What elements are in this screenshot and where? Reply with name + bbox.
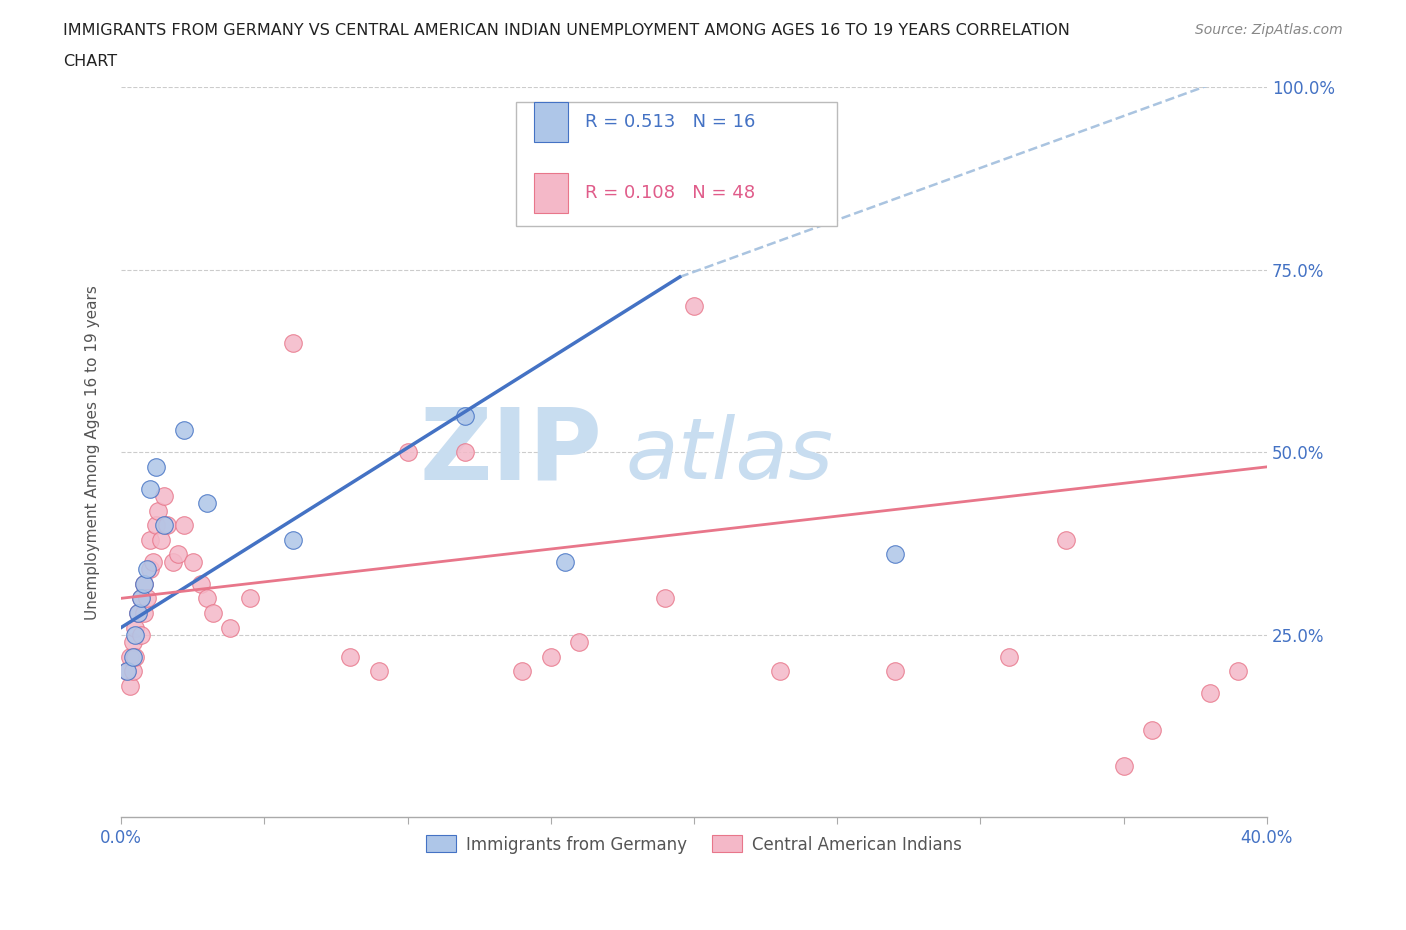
- Point: [998, 649, 1021, 664]
- Point: [883, 664, 905, 679]
- Point: [1142, 723, 1164, 737]
- Point: [173, 423, 195, 438]
- Point: [132, 577, 155, 591]
- Point: [121, 649, 143, 664]
- Point: [121, 664, 143, 679]
- Point: [167, 547, 190, 562]
- Point: [124, 620, 146, 635]
- Point: [368, 664, 391, 679]
- Point: [115, 664, 138, 679]
- Point: [281, 336, 304, 351]
- Point: [153, 488, 176, 503]
- Point: [454, 445, 477, 459]
- Point: [135, 591, 157, 605]
- Point: [118, 649, 141, 664]
- Point: [135, 562, 157, 577]
- Point: [190, 577, 212, 591]
- Point: [1054, 533, 1077, 548]
- Point: [139, 533, 162, 548]
- Point: [139, 482, 162, 497]
- Point: [219, 620, 242, 635]
- Point: [339, 649, 361, 664]
- Point: [153, 518, 176, 533]
- Point: [124, 628, 146, 643]
- Text: R = 0.513   N = 16: R = 0.513 N = 16: [585, 113, 755, 131]
- Point: [883, 547, 905, 562]
- Text: CHART: CHART: [63, 54, 117, 69]
- Point: [654, 591, 676, 605]
- Point: [554, 554, 576, 569]
- FancyBboxPatch shape: [534, 173, 568, 213]
- Text: ZIP: ZIP: [419, 404, 602, 500]
- Point: [139, 562, 162, 577]
- Text: atlas: atlas: [626, 415, 834, 498]
- Point: [121, 634, 143, 649]
- Point: [568, 634, 591, 649]
- Point: [239, 591, 262, 605]
- Point: [281, 533, 304, 548]
- Point: [150, 533, 173, 548]
- Point: [510, 664, 533, 679]
- Point: [1227, 664, 1250, 679]
- Point: [148, 503, 170, 518]
- Point: [454, 408, 477, 423]
- Point: [1112, 759, 1135, 774]
- Point: [127, 605, 149, 620]
- FancyBboxPatch shape: [534, 101, 568, 142]
- Point: [540, 649, 562, 664]
- Point: [181, 554, 204, 569]
- Point: [118, 679, 141, 694]
- Point: [129, 591, 152, 605]
- FancyBboxPatch shape: [516, 101, 837, 226]
- Point: [201, 605, 224, 620]
- Point: [145, 518, 167, 533]
- Point: [195, 496, 218, 511]
- Point: [683, 299, 706, 313]
- Text: IMMIGRANTS FROM GERMANY VS CENTRAL AMERICAN INDIAN UNEMPLOYMENT AMONG AGES 16 TO: IMMIGRANTS FROM GERMANY VS CENTRAL AMERI…: [63, 23, 1070, 38]
- Point: [127, 605, 149, 620]
- Point: [769, 664, 792, 679]
- Text: R = 0.108   N = 48: R = 0.108 N = 48: [585, 183, 755, 202]
- Point: [396, 445, 419, 459]
- Point: [145, 459, 167, 474]
- Point: [195, 591, 218, 605]
- Point: [129, 628, 152, 643]
- Y-axis label: Unemployment Among Ages 16 to 19 years: Unemployment Among Ages 16 to 19 years: [86, 285, 100, 619]
- Point: [1198, 685, 1220, 700]
- Legend: Immigrants from Germany, Central American Indians: Immigrants from Germany, Central America…: [419, 829, 969, 860]
- Point: [173, 518, 195, 533]
- Point: [124, 649, 146, 664]
- Point: [132, 605, 155, 620]
- Point: [132, 577, 155, 591]
- Point: [156, 518, 179, 533]
- Text: Source: ZipAtlas.com: Source: ZipAtlas.com: [1195, 23, 1343, 37]
- Point: [129, 591, 152, 605]
- Point: [162, 554, 184, 569]
- Point: [115, 664, 138, 679]
- Point: [142, 554, 165, 569]
